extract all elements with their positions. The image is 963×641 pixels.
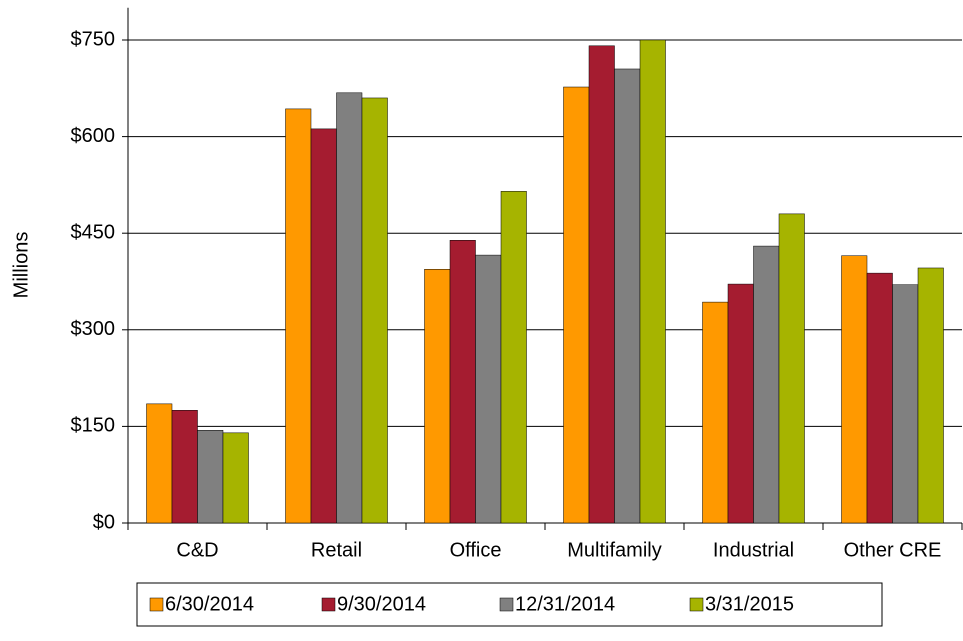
x-tick-label: Other CRE [844, 539, 942, 561]
bar [361, 97, 388, 524]
bar [917, 267, 944, 524]
bar [841, 255, 868, 524]
y-tick-label: $450 [71, 221, 116, 243]
bar [866, 272, 893, 524]
legend-swatch [321, 597, 336, 612]
bar [727, 283, 754, 524]
bar [588, 45, 615, 524]
y-axis-label: Millions [10, 232, 32, 299]
y-tick-label: $600 [71, 125, 116, 147]
bar [702, 301, 729, 524]
bar [614, 68, 641, 524]
bar [500, 191, 527, 524]
bar [449, 240, 476, 524]
y-tick-label: $300 [71, 318, 116, 340]
bar [336, 92, 363, 524]
legend-label: 6/30/2014 [165, 593, 254, 615]
x-tick-label: Multifamily [567, 539, 661, 561]
bar [285, 108, 312, 524]
x-tick-label: C&D [176, 539, 218, 561]
bar [171, 410, 198, 524]
legend-box [136, 582, 883, 627]
bar [424, 269, 451, 524]
y-tick-label: $150 [71, 415, 116, 437]
legend-label: 9/30/2014 [337, 593, 426, 615]
bar [197, 430, 224, 524]
y-tick-label: $750 [71, 28, 116, 50]
bar [639, 39, 666, 524]
bar [310, 128, 337, 524]
bar [222, 432, 249, 524]
legend-swatch [689, 597, 704, 612]
bar [753, 245, 780, 524]
legend-swatch [499, 597, 514, 612]
bar [892, 284, 919, 524]
x-tick-label: Office [450, 539, 502, 561]
bar [146, 403, 173, 524]
x-tick-label: Retail [311, 539, 362, 561]
legend-swatch [149, 597, 164, 612]
legend-label: 12/31/2014 [515, 593, 615, 615]
x-tick-label: Industrial [713, 539, 794, 561]
bar [475, 254, 502, 524]
y-tick-label: $0 [93, 511, 115, 533]
bar [563, 86, 590, 524]
bar [778, 213, 805, 524]
legend-label: 3/31/2015 [705, 593, 794, 615]
